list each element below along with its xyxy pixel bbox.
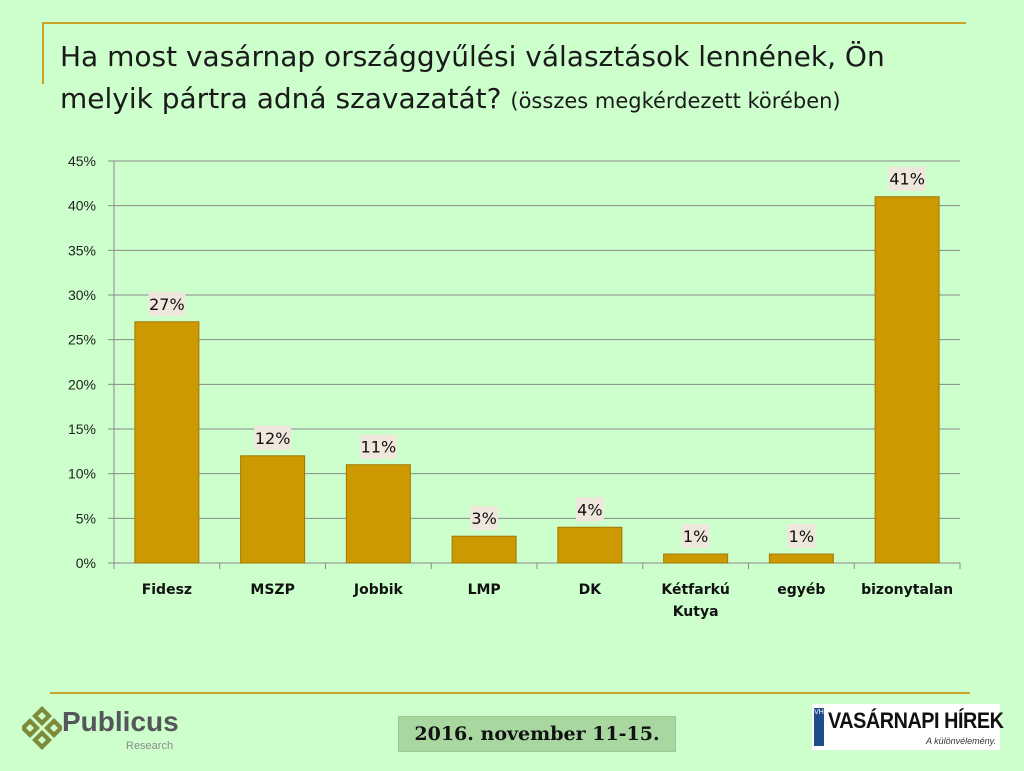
logo-name: Publicus bbox=[62, 706, 179, 737]
data-label: 12% bbox=[255, 429, 291, 448]
data-label: 11% bbox=[361, 438, 397, 457]
x-tick-label: bizonytalan bbox=[861, 582, 953, 598]
publicus-logo: Publicus Research bbox=[22, 704, 202, 756]
bar-chart: 0% 5% 10% 15% 20% 25% 30% 35% 40% 45% 27% Fidesz 12%… bbox=[68, 153, 961, 620]
y-tick-label: 25% bbox=[68, 332, 96, 348]
vh-mark-icon: VH bbox=[814, 708, 824, 746]
x-tick-label: LMP bbox=[468, 582, 501, 598]
y-tick-label: 0% bbox=[76, 555, 96, 571]
x-tick-label: Jobbik bbox=[353, 582, 404, 598]
data-label-bg bbox=[888, 166, 926, 191]
title-sub: (összes megkérdezett körében) bbox=[510, 89, 841, 113]
y-tick-label: 30% bbox=[68, 287, 96, 303]
side-rule bbox=[42, 22, 44, 84]
data-label-bg bbox=[359, 434, 397, 459]
x-tick-label: Kutya bbox=[673, 604, 719, 620]
partner-tagline: A különvélemény. bbox=[925, 736, 996, 746]
data-label-bg bbox=[148, 291, 186, 316]
y-tick-label: 20% bbox=[68, 376, 96, 392]
bar-mszp bbox=[240, 455, 306, 564]
data-label: 1% bbox=[683, 527, 708, 546]
bottom-rule bbox=[50, 692, 970, 694]
y-tick-label: 15% bbox=[68, 421, 96, 437]
y-tick-label: 35% bbox=[68, 242, 96, 258]
bar-lmp bbox=[451, 535, 517, 564]
data-label-bg bbox=[681, 524, 710, 549]
data-label-bg bbox=[575, 497, 604, 522]
logo-sub: Research bbox=[126, 740, 174, 752]
data-label: 4% bbox=[577, 500, 602, 519]
y-tick-label: 10% bbox=[68, 466, 96, 482]
y-tick-label: 5% bbox=[76, 510, 96, 526]
bar-dk bbox=[557, 526, 623, 564]
data-label-bg bbox=[787, 524, 816, 549]
chart-title: Ha most vasárnap országgyűlési választás… bbox=[60, 36, 960, 122]
data-label-bg bbox=[254, 425, 292, 450]
diamond-logo-icon bbox=[22, 706, 62, 750]
title-main: Ha most vasárnap országgyűlési választás… bbox=[60, 40, 885, 115]
data-label: 27% bbox=[149, 295, 185, 314]
data-label: 41% bbox=[889, 170, 925, 189]
x-tick-label: Fidesz bbox=[142, 582, 192, 598]
x-tick-label: DK bbox=[579, 582, 603, 598]
x-tick-label: Kétfarkú bbox=[661, 582, 730, 598]
data-label-bg bbox=[470, 506, 499, 531]
y-tick-label: 40% bbox=[68, 198, 96, 214]
date-label: 2016. november 11-15. bbox=[398, 716, 676, 752]
y-tick-label: 45% bbox=[68, 153, 96, 169]
x-tick-label: MSZP bbox=[250, 582, 294, 598]
bar-bizonytalan bbox=[874, 196, 940, 564]
bar-jobbik bbox=[345, 464, 411, 564]
bar-kétfarkú-kutya bbox=[663, 553, 729, 564]
vasarnapi-hirek-logo: VH VASÁRNAPI HÍREK A különvélemény. bbox=[812, 704, 1004, 750]
bar-fidesz bbox=[134, 321, 200, 564]
x-tick-label: egyéb bbox=[777, 582, 825, 598]
bar-egyéb bbox=[768, 553, 834, 564]
data-label: 1% bbox=[789, 527, 814, 546]
data-label: 3% bbox=[471, 509, 496, 528]
partner-name: VASÁRNAPI HÍREK bbox=[828, 708, 1004, 733]
top-rule bbox=[42, 22, 966, 24]
